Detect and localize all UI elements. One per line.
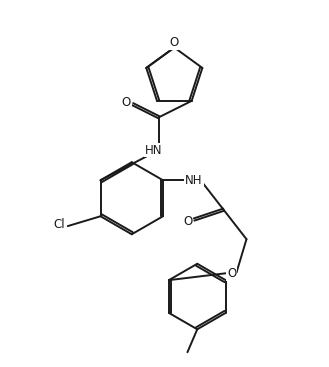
Text: O: O [121, 96, 131, 109]
Text: O: O [183, 215, 192, 228]
Text: O: O [170, 36, 179, 49]
Text: HN: HN [145, 143, 163, 156]
Text: O: O [227, 267, 236, 280]
Text: NH: NH [185, 174, 203, 187]
Text: Cl: Cl [54, 218, 65, 231]
